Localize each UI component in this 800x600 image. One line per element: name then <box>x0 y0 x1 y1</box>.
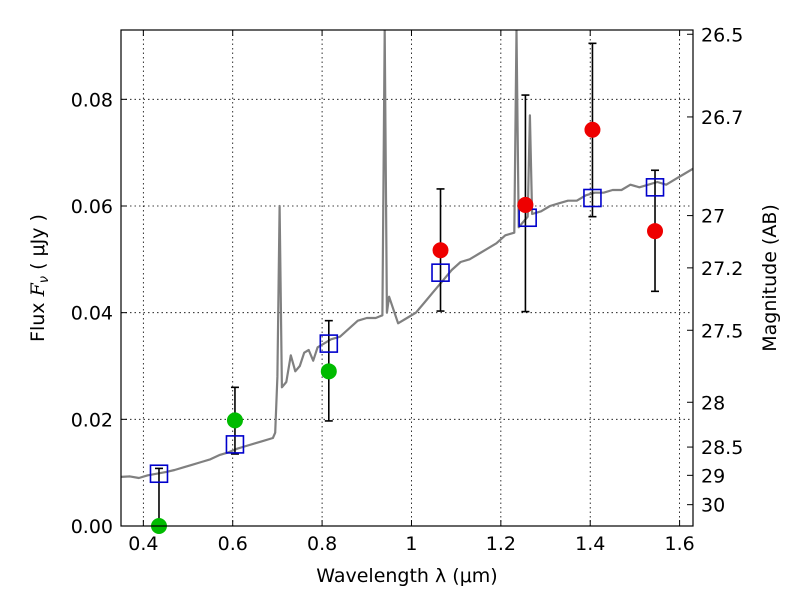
plot-frame <box>120 29 694 527</box>
x-tick-label: 0.4 <box>128 533 158 555</box>
y-tick-label: 0.08 <box>71 89 113 111</box>
red-data-point <box>584 121 601 138</box>
y2-tick-label: 28 <box>701 392 725 414</box>
y2-tick-label: 26.7 <box>701 107 743 129</box>
model-box-marker <box>583 188 602 208</box>
y2-tick-label: 27.5 <box>701 320 743 342</box>
y2-tick-label: 29 <box>701 465 725 487</box>
y-axis-label-symbol: F <box>27 282 49 297</box>
model-box-marker <box>319 334 339 353</box>
red-data-point <box>517 196 534 213</box>
x-tick-label: 0.6 <box>218 533 248 555</box>
model-box-marker <box>431 263 450 282</box>
x-tick-label: 0.8 <box>307 533 337 555</box>
model-box-marker <box>149 464 169 484</box>
markers-layer <box>149 42 665 534</box>
y2-tick-label: 26.5 <box>701 24 743 46</box>
y-axis-label-subscript: ν <box>37 276 52 283</box>
x-tick-label: 1.6 <box>664 533 694 555</box>
model-spectrum-layer <box>121 30 693 480</box>
x-axis-label: Wavelength λ (μm) <box>316 565 497 587</box>
ticks-layer: 0.4 0.6 0.8 1 1.2 1.4 1.6 0.00 0.02 0.04 0.06 0.08 2… <box>71 24 744 555</box>
y2-tick-label: 28.5 <box>701 437 743 459</box>
y-tick-label: 0.02 <box>71 409 113 431</box>
y-tick-label: 0.06 <box>71 196 113 218</box>
model-box-marker <box>225 435 245 454</box>
green-data-point <box>226 412 243 429</box>
y-tick-label: 0.04 <box>71 303 113 325</box>
x-tick-label: 1 <box>405 533 417 555</box>
x-tick-label: 1.2 <box>486 533 516 555</box>
y-axis-label-prefix: Flux <box>27 296 49 342</box>
red-data-point <box>432 242 449 259</box>
y2-tick-label: 27 <box>701 206 725 228</box>
green-data-point <box>320 363 337 380</box>
y2-tick-label: 30 <box>701 495 725 517</box>
grid-lines <box>121 30 693 527</box>
y-axis-label-unit: ( μJy ) <box>27 214 49 276</box>
red-data-point <box>647 223 664 240</box>
model-spectrum-line <box>121 30 693 480</box>
model-box-marker <box>645 178 665 197</box>
y2-axis-label: Magnitude (AB) <box>759 204 781 352</box>
y-tick-label: 0.00 <box>71 516 113 538</box>
x-tick-label: 1.4 <box>575 533 605 555</box>
y-axis-label: Flux Fν ( μJy ) <box>27 214 52 342</box>
y2-tick-label: 27.2 <box>701 258 743 280</box>
